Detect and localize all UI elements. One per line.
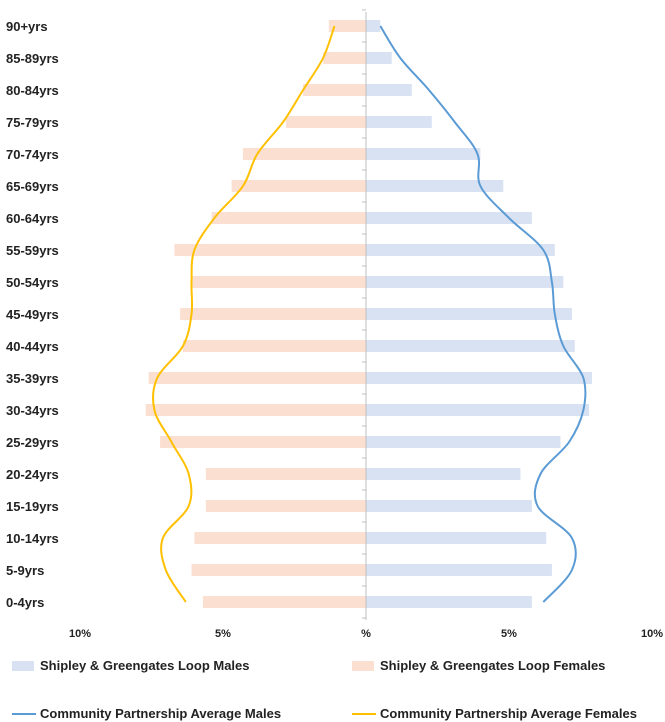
female-bar-35-39yrs <box>148 372 366 384</box>
male-bar-60-64yrs <box>366 212 532 224</box>
female-bar-80-84yrs <box>303 84 366 96</box>
female-bar-70-74yrs <box>243 148 366 160</box>
legend-swatch-females-bar <box>352 660 374 671</box>
female-bar-90+yrs <box>328 20 366 32</box>
males-average-line <box>379 25 587 603</box>
lines-layer <box>151 25 587 603</box>
male-bar-35-39yrs <box>366 372 592 384</box>
female-bar-60-64yrs <box>211 212 366 224</box>
female-bar-15-19yrs <box>205 500 366 512</box>
legend-item-males-line: Community Partnership Average Males <box>12 706 281 721</box>
female-bar-25-29yrs <box>160 436 366 448</box>
axis-layer <box>362 9 367 620</box>
male-bar-80-84yrs <box>366 84 412 96</box>
female-bar-55-59yrs <box>174 244 366 256</box>
male-bar-50-54yrs <box>366 276 564 288</box>
y-tick-label-80-84yrs: 80-84yrs <box>6 83 59 98</box>
x-tick-label: 10% <box>69 628 91 640</box>
male-bar-30-34yrs <box>366 404 590 416</box>
male-bar-65-69yrs <box>366 180 504 192</box>
male-bar-75-79yrs <box>366 116 432 128</box>
legend-item-females-bar: Shipley & Greengates Loop Females <box>352 658 605 673</box>
female-bar-75-79yrs <box>285 116 366 128</box>
female-bar-20-24yrs <box>205 468 366 480</box>
y-tick-label-10-14yrs: 10-14yrs <box>6 531 59 546</box>
legend-swatch-males-bar <box>12 660 34 671</box>
y-tick-label-45-49yrs: 45-49yrs <box>6 307 59 322</box>
y-tick-label-40-44yrs: 40-44yrs <box>6 339 59 354</box>
male-bar-55-59yrs <box>366 244 555 256</box>
y-tick-label-5-9yrs: 5-9yrs <box>6 563 44 578</box>
y-tick-label-65-69yrs: 65-69yrs <box>6 179 59 194</box>
legend-item-males-bar: Shipley & Greengates Loop Males <box>12 658 250 673</box>
x-tick-label: 5% <box>215 628 231 640</box>
legend-label-females-line: Community Partnership Average Females <box>380 706 637 721</box>
female-bar-10-14yrs <box>194 532 366 544</box>
male-bar-90+yrs <box>366 20 381 32</box>
male-bar-25-29yrs <box>366 436 561 448</box>
female-bar-85-89yrs <box>323 52 366 64</box>
male-bar-45-49yrs <box>366 308 572 320</box>
y-tick-label-70-74yrs: 70-74yrs <box>6 147 59 162</box>
x-tick-labels: 10% 5%% 5% 10% <box>69 628 663 640</box>
legend-label-males-line: Community Partnership Average Males <box>40 706 282 721</box>
male-bar-20-24yrs <box>366 468 521 480</box>
female-bar-30-34yrs <box>145 404 366 416</box>
y-tick-label-25-29yrs: 25-29yrs <box>6 435 59 450</box>
legend-label-females-bar: Shipley & Greengates Loop Females <box>380 658 606 673</box>
legend: Shipley & Greengates Loop Males Shipley … <box>0 648 665 722</box>
y-tick-label-75-79yrs: 75-79yrs <box>6 115 59 130</box>
x-tick-label: 10% <box>641 628 663 640</box>
y-tick-label-20-24yrs: 20-24yrs <box>6 467 59 482</box>
male-bar-85-89yrs <box>366 52 392 64</box>
male-bar-10-14yrs <box>366 532 547 544</box>
x-tick-label: % <box>361 628 371 640</box>
bars-layer <box>145 20 592 608</box>
y-tick-label-60-64yrs: 60-64yrs <box>6 211 59 226</box>
y-tick-label-55-59yrs: 55-59yrs <box>6 243 59 258</box>
y-tick-label-50-54yrs: 50-54yrs <box>6 275 59 290</box>
male-bar-15-19yrs <box>366 500 532 512</box>
male-bar-5-9yrs <box>366 564 552 576</box>
females-average-line <box>151 25 336 603</box>
legend-swatch-females-line <box>352 712 376 715</box>
y-tick-label-0-4yrs: 0-4yrs <box>6 595 44 610</box>
legend-item-females-line: Community Partnership Average Females <box>352 706 637 721</box>
female-bar-65-69yrs <box>231 180 366 192</box>
y-tick-label-35-39yrs: 35-39yrs <box>6 371 59 386</box>
y-tick-label-30-34yrs: 30-34yrs <box>6 403 59 418</box>
legend-swatch-males-line <box>12 712 36 715</box>
male-bar-40-44yrs <box>366 340 575 352</box>
y-tick-label-15-19yrs: 15-19yrs <box>6 499 59 514</box>
female-bar-45-49yrs <box>180 308 366 320</box>
y-tick-label-85-89yrs: 85-89yrs <box>6 51 59 66</box>
population-pyramid-chart: 0-4yrs 5-9yrs 10-14yrs 15-19yrs 20-24yrs 25-2… <box>6 9 663 640</box>
y-tick-label-90+yrs: 90+yrs <box>6 19 48 34</box>
x-tick-label: 5% <box>501 628 517 640</box>
legend-label-males-bar: Shipley & Greengates Loop Males <box>40 658 250 673</box>
male-bar-70-74yrs <box>366 148 481 160</box>
female-bar-0-4yrs <box>202 596 366 608</box>
female-bar-40-44yrs <box>182 340 366 352</box>
female-bar-50-54yrs <box>191 276 366 288</box>
female-bar-5-9yrs <box>191 564 366 576</box>
male-bar-0-4yrs <box>366 596 532 608</box>
y-tick-labels: 0-4yrs 5-9yrs 10-14yrs 15-19yrs 20-24yrs 25-2… <box>6 19 59 610</box>
